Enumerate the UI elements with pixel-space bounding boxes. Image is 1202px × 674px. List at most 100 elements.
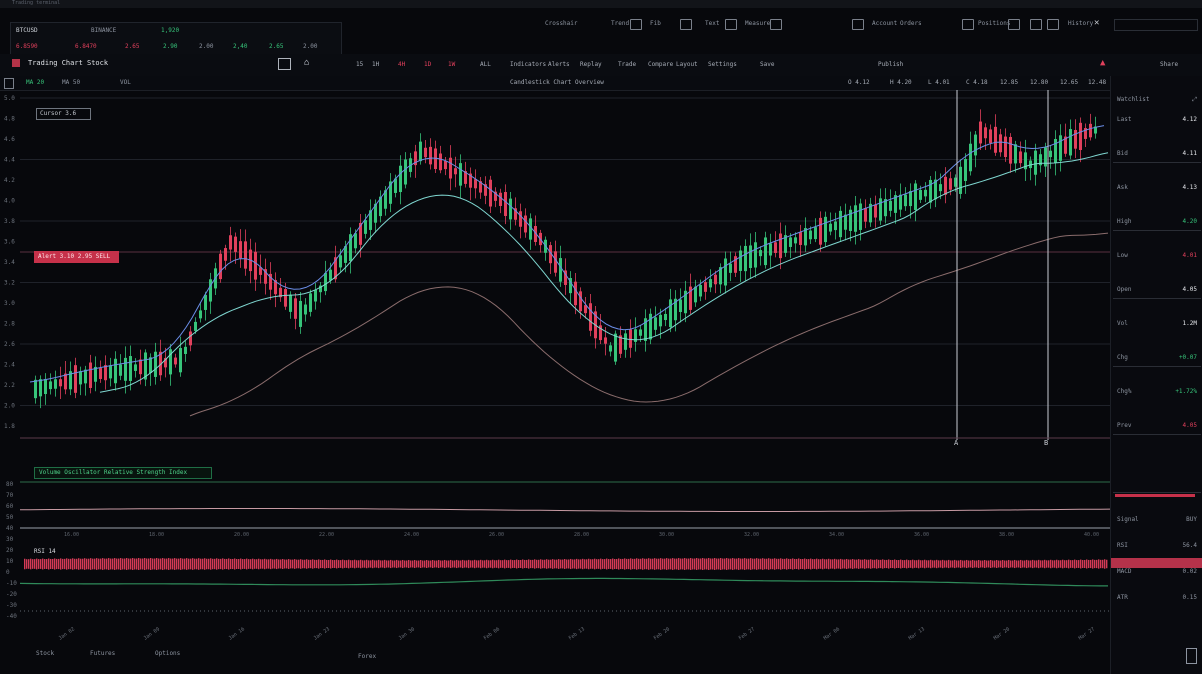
histogram-bar [354, 559, 356, 569]
candle-body [414, 151, 417, 166]
toolbar-layout[interactable]: Layout [676, 61, 698, 68]
tab-stock[interactable]: Stock [36, 650, 55, 657]
watchlist-row[interactable]: Vol 1.2M [1117, 320, 1197, 328]
candle-body [139, 359, 142, 375]
tool-trend[interactable]: Trend [611, 20, 630, 27]
price-chart[interactable]: 5.0 4.8 4.6 4.4 4.2 4.0 3.8 3.6 3.4 3.2 3.0 2.8 2.6 2… [0, 90, 1110, 450]
signal-row[interactable]: MACD 0.02 [1117, 568, 1197, 576]
signal-row[interactable]: RSI 56.4 [1117, 542, 1197, 550]
profile-icon[interactable] [1047, 19, 1059, 30]
bell-icon[interactable] [962, 19, 974, 30]
tool-measure[interactable]: Measure [745, 20, 771, 27]
legend-vol[interactable]: VOL [120, 79, 131, 86]
pin-icon[interactable]: ⌂ [304, 58, 310, 68]
histogram-bar [704, 558, 706, 570]
tool-account[interactable]: Account [872, 20, 898, 27]
watchlist-row[interactable]: Bid 4.11 [1117, 150, 1197, 158]
tool-positions[interactable]: Positions [978, 20, 1011, 27]
legend-ma-fast[interactable]: MA 20 [26, 79, 45, 86]
indicator-icon[interactable] [278, 58, 291, 70]
warning-icon[interactable]: ▲ [1100, 58, 1106, 68]
clock-icon[interactable] [1030, 19, 1042, 30]
histogram-bar [584, 559, 586, 569]
header: BTCUSD BINANCE 6.8590 6.8470 2.65 1,920 … [0, 8, 1202, 58]
watchlist-row[interactable]: Chg% +1.72% [1117, 388, 1197, 396]
candle-body [644, 318, 647, 341]
watchlist-row[interactable]: Last 4.12 [1117, 116, 1197, 124]
timeframe-1h[interactable]: 1H [372, 61, 380, 68]
grid-icon[interactable] [680, 19, 692, 30]
histogram-bar [1106, 559, 1108, 569]
quote-box[interactable]: BTCUSD BINANCE 6.8590 6.8470 2.65 1,920 … [10, 22, 342, 58]
tool-history[interactable]: History [1068, 20, 1094, 27]
toolbar-alerts[interactable]: Alerts [548, 61, 570, 68]
search-box[interactable] [1114, 19, 1198, 31]
histogram-bar [1004, 560, 1006, 568]
legend-ma-slow[interactable]: MA 50 [62, 79, 81, 86]
histogram-bar [998, 560, 1000, 568]
histogram-bar [712, 558, 714, 570]
price-tick: 1.8 [4, 423, 15, 430]
candle-body [529, 218, 532, 240]
toolbar-publish[interactable]: Publish [878, 61, 904, 68]
alert-chip[interactable]: Alert 3.10 2.95 SELL [34, 251, 119, 263]
tab-options[interactable]: Options [155, 650, 181, 657]
toolbar-replay[interactable]: Replay [580, 61, 602, 68]
quote-val-1: 2.90 [163, 43, 178, 50]
toolbar-settings[interactable]: Settings [708, 61, 737, 68]
tab-futures[interactable]: Futures [90, 650, 116, 657]
timeframe-15[interactable]: 15 [356, 61, 364, 68]
watchlist-row[interactable]: Prev 4.05 [1117, 422, 1197, 430]
indicator-chart[interactable]: 80 70 60 50 40 30 20 10 0 -10 -20 -30 -40 16.00 18.00… [0, 478, 1110, 674]
histogram-bar [472, 560, 474, 568]
timeframe-all[interactable]: ALL [480, 61, 491, 68]
histogram-bar [292, 559, 294, 569]
time-axis: Jan 02 Jan 09 Jan 16 Jan 23 Jan 30 Feb 06 Feb … [58, 626, 1096, 641]
signal-row[interactable]: Signal BUY [1117, 516, 1197, 524]
layout-icon[interactable] [630, 19, 642, 30]
chart-type-icon[interactable] [770, 19, 782, 30]
toolbar-compare[interactable]: Compare [648, 61, 674, 68]
tool-crosshair[interactable]: Crosshair [545, 20, 578, 27]
timeframe-1w[interactable]: 1W [448, 61, 456, 68]
watchlist-row[interactable]: Open 4.05 [1117, 286, 1197, 294]
toolbar-save[interactable]: Save [760, 61, 775, 68]
candle-body [194, 321, 197, 331]
list-icon[interactable] [1008, 19, 1020, 30]
tool-fib[interactable]: Fib [650, 20, 661, 27]
price-tick: 3.8 [4, 218, 15, 225]
edit-icon[interactable] [1186, 648, 1197, 664]
chart-frame-icon[interactable] [4, 78, 14, 89]
histogram-bar [952, 560, 954, 568]
watchlist-row[interactable]: Low 4.01 [1117, 252, 1197, 260]
price-tick: 2.0 [4, 403, 15, 410]
candle-body [949, 178, 952, 190]
histogram-bar [982, 560, 984, 568]
alert-icon[interactable] [852, 19, 864, 30]
candle-body [454, 168, 457, 175]
toolbar-share[interactable]: Share [1160, 61, 1179, 68]
histogram-bar [822, 558, 824, 570]
indicator-title[interactable]: Volume Oscillator Relative Strength Inde… [34, 467, 212, 479]
candle-body [204, 294, 207, 310]
histogram-bar [980, 560, 982, 568]
timeframe-4h[interactable]: 4H [398, 61, 406, 68]
watchlist-row[interactable]: Ask 4.13 [1117, 184, 1197, 192]
watchlist-row[interactable]: High 4.20 [1117, 218, 1197, 226]
window-icon[interactable] [725, 19, 737, 30]
timeframe-1d[interactable]: 1D [424, 61, 432, 68]
mid-label: 26.00 [489, 532, 504, 538]
tool-text[interactable]: Text [705, 20, 720, 27]
tool-orders[interactable]: Orders [900, 20, 922, 27]
toolbar-trade[interactable]: Trade [618, 61, 637, 68]
tab-forex[interactable]: Forex [358, 653, 377, 660]
expand-icon[interactable]: ⤢ [1192, 96, 1197, 103]
histogram-bar [548, 559, 550, 569]
close-icon[interactable]: ✕ [1094, 18, 1100, 28]
histogram-bar [364, 560, 366, 568]
watchlist-row[interactable]: Chg +0.07 [1117, 354, 1197, 362]
signal-row[interactable]: ATR 0.15 [1117, 594, 1197, 602]
toolbar-indicators[interactable]: Indicators [510, 61, 547, 68]
symbol-flag-icon[interactable] [12, 59, 20, 67]
histogram-bar [164, 558, 166, 570]
